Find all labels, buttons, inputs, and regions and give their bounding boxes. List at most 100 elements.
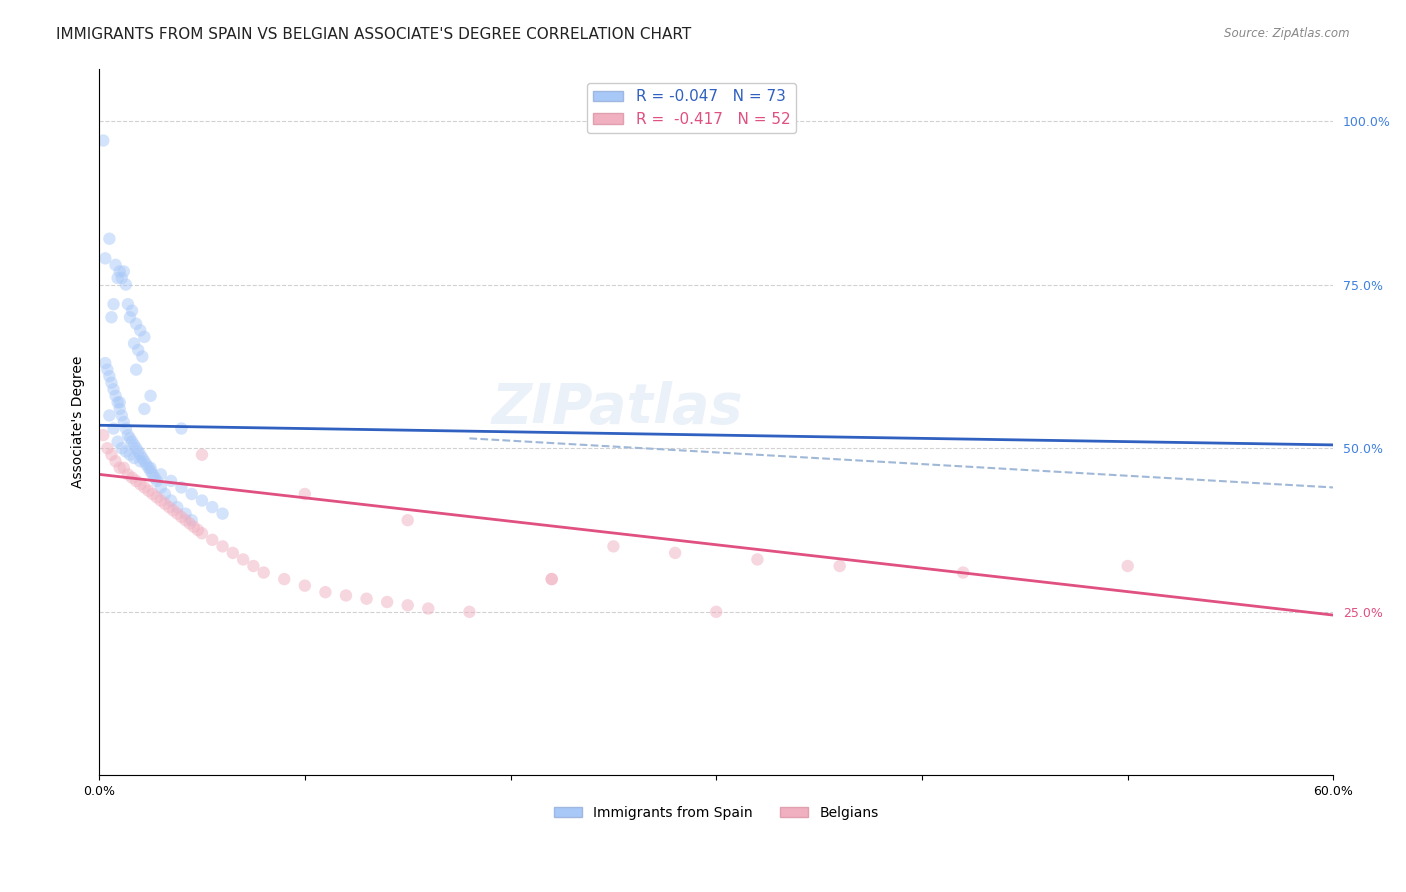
- Point: [170, 480, 193, 494]
- Point: [142, 487, 165, 501]
- Point: [98, 369, 121, 384]
- Point: [375, 595, 398, 609]
- Point: [98, 409, 121, 423]
- Point: [952, 566, 974, 580]
- Point: [125, 441, 148, 455]
- Point: [356, 591, 378, 606]
- Point: [129, 477, 152, 491]
- Point: [125, 362, 148, 376]
- Point: [96, 362, 118, 376]
- Point: [187, 523, 209, 537]
- Point: [103, 297, 125, 311]
- Point: [170, 510, 193, 524]
- Point: [828, 559, 851, 574]
- Point: [160, 474, 183, 488]
- Point: [134, 401, 156, 416]
- Point: [111, 271, 134, 285]
- Point: [149, 467, 172, 482]
- Point: [174, 513, 197, 527]
- Point: [294, 487, 316, 501]
- Point: [211, 507, 233, 521]
- Point: [139, 389, 162, 403]
- Point: [166, 500, 188, 514]
- Point: [117, 428, 139, 442]
- Point: [314, 585, 336, 599]
- Point: [201, 533, 224, 547]
- Point: [704, 605, 727, 619]
- Point: [1116, 559, 1139, 574]
- Point: [201, 500, 224, 514]
- Point: [94, 252, 117, 266]
- Point: [179, 516, 201, 531]
- Point: [125, 317, 148, 331]
- Point: [121, 434, 143, 449]
- Point: [107, 434, 129, 449]
- Point: [145, 474, 167, 488]
- Point: [107, 395, 129, 409]
- Point: [129, 448, 152, 462]
- Point: [91, 428, 114, 442]
- Point: [107, 271, 129, 285]
- Point: [418, 601, 440, 615]
- Point: [134, 330, 156, 344]
- Point: [117, 297, 139, 311]
- Text: Source: ZipAtlas.com: Source: ZipAtlas.com: [1225, 27, 1350, 40]
- Point: [122, 438, 145, 452]
- Legend: Immigrants from Spain, Belgians: Immigrants from Spain, Belgians: [548, 800, 884, 825]
- Point: [540, 572, 562, 586]
- Point: [117, 467, 139, 482]
- Point: [174, 507, 197, 521]
- Point: [138, 483, 160, 498]
- Point: [98, 232, 121, 246]
- Point: [104, 389, 127, 403]
- Point: [294, 579, 316, 593]
- Point: [145, 490, 167, 504]
- Point: [112, 415, 135, 429]
- Point: [191, 526, 214, 541]
- Point: [100, 310, 122, 325]
- Point: [115, 421, 138, 435]
- Point: [191, 493, 214, 508]
- Point: [115, 277, 138, 292]
- Point: [170, 421, 193, 435]
- Point: [94, 356, 117, 370]
- Point: [121, 303, 143, 318]
- Point: [747, 552, 769, 566]
- Point: [103, 382, 125, 396]
- Point: [91, 134, 114, 148]
- Text: ZIPatlas: ZIPatlas: [492, 381, 744, 435]
- Point: [602, 540, 624, 554]
- Point: [125, 474, 148, 488]
- Point: [211, 540, 233, 554]
- Point: [160, 493, 183, 508]
- Point: [131, 350, 153, 364]
- Point: [232, 552, 254, 566]
- Point: [222, 546, 245, 560]
- Point: [134, 480, 156, 494]
- Point: [273, 572, 295, 586]
- Text: IMMIGRANTS FROM SPAIN VS BELGIAN ASSOCIATE'S DEGREE CORRELATION CHART: IMMIGRANTS FROM SPAIN VS BELGIAN ASSOCIA…: [56, 27, 692, 42]
- Point: [180, 487, 202, 501]
- Point: [149, 480, 172, 494]
- Point: [96, 441, 118, 455]
- Point: [143, 470, 166, 484]
- Point: [103, 421, 125, 435]
- Point: [127, 444, 149, 458]
- Point: [253, 566, 276, 580]
- Point: [166, 507, 188, 521]
- Point: [104, 454, 127, 468]
- Point: [112, 460, 135, 475]
- Point: [396, 599, 419, 613]
- Point: [122, 450, 145, 465]
- Point: [118, 310, 141, 325]
- Point: [121, 470, 143, 484]
- Point: [122, 336, 145, 351]
- Point: [108, 264, 131, 278]
- Point: [157, 500, 180, 514]
- Point: [118, 448, 141, 462]
- Point: [108, 401, 131, 416]
- Point: [139, 464, 162, 478]
- Point: [191, 448, 214, 462]
- Point: [134, 454, 156, 468]
- Point: [100, 376, 122, 390]
